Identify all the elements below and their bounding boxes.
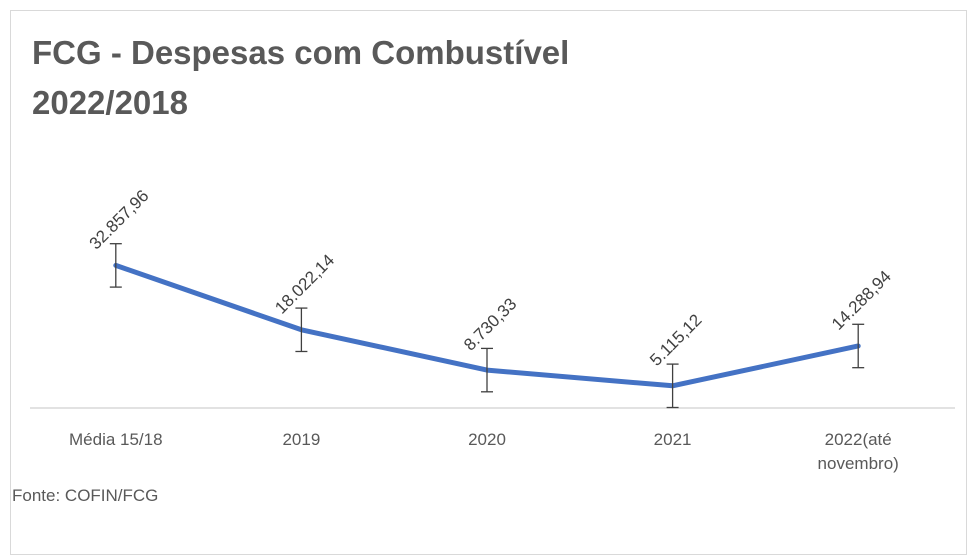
x-tick-label: 2022(até novembro) [817,430,899,473]
x-tick-label: 2019 [282,430,321,449]
x-tick-label: 2021 [653,430,692,449]
x-tick-label: Média 15/18 [69,430,163,449]
error-bar [666,363,679,409]
source-note: Fonte: COFIN/FCG [12,486,159,505]
error-bar [295,307,308,353]
error-bar [481,347,493,393]
x-tick-label: 2020 [468,430,506,449]
data-label: 8.730,33 [460,294,520,354]
data-label: 5.115,12 [646,310,705,369]
error-bar [109,243,122,288]
chart-title: FCG - Despesas com Combustível 2022/2018 [32,34,570,121]
error-bar [852,323,865,369]
